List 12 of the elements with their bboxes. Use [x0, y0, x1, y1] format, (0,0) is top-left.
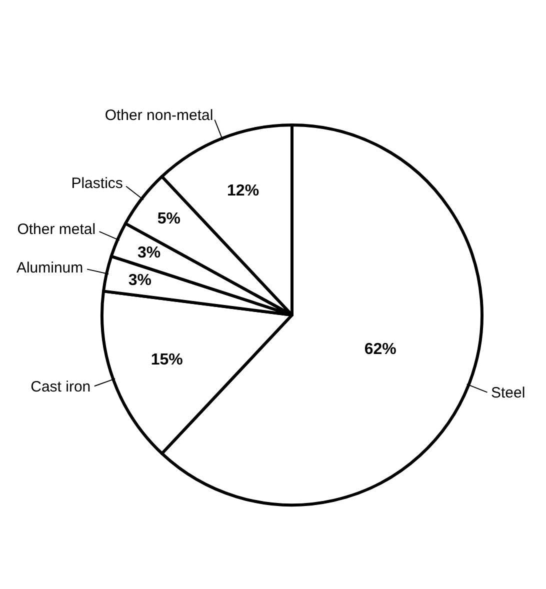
data-label: 3% — [128, 272, 152, 290]
slice-label: Cast iron — [30, 378, 91, 396]
slice-label: Steel — [490, 384, 526, 402]
data-label: 12% — [227, 182, 260, 200]
data-label: 15% — [150, 351, 183, 368]
data-label: 5% — [157, 210, 180, 228]
data-label: 3% — [137, 244, 161, 262]
slice-label: Plastics — [71, 174, 123, 192]
data-label: 62% — [364, 341, 396, 358]
slice-label: Aluminum — [16, 259, 84, 276]
slice-label: Other metal — [17, 220, 96, 238]
slice-label: Other non-metal — [104, 106, 214, 124]
